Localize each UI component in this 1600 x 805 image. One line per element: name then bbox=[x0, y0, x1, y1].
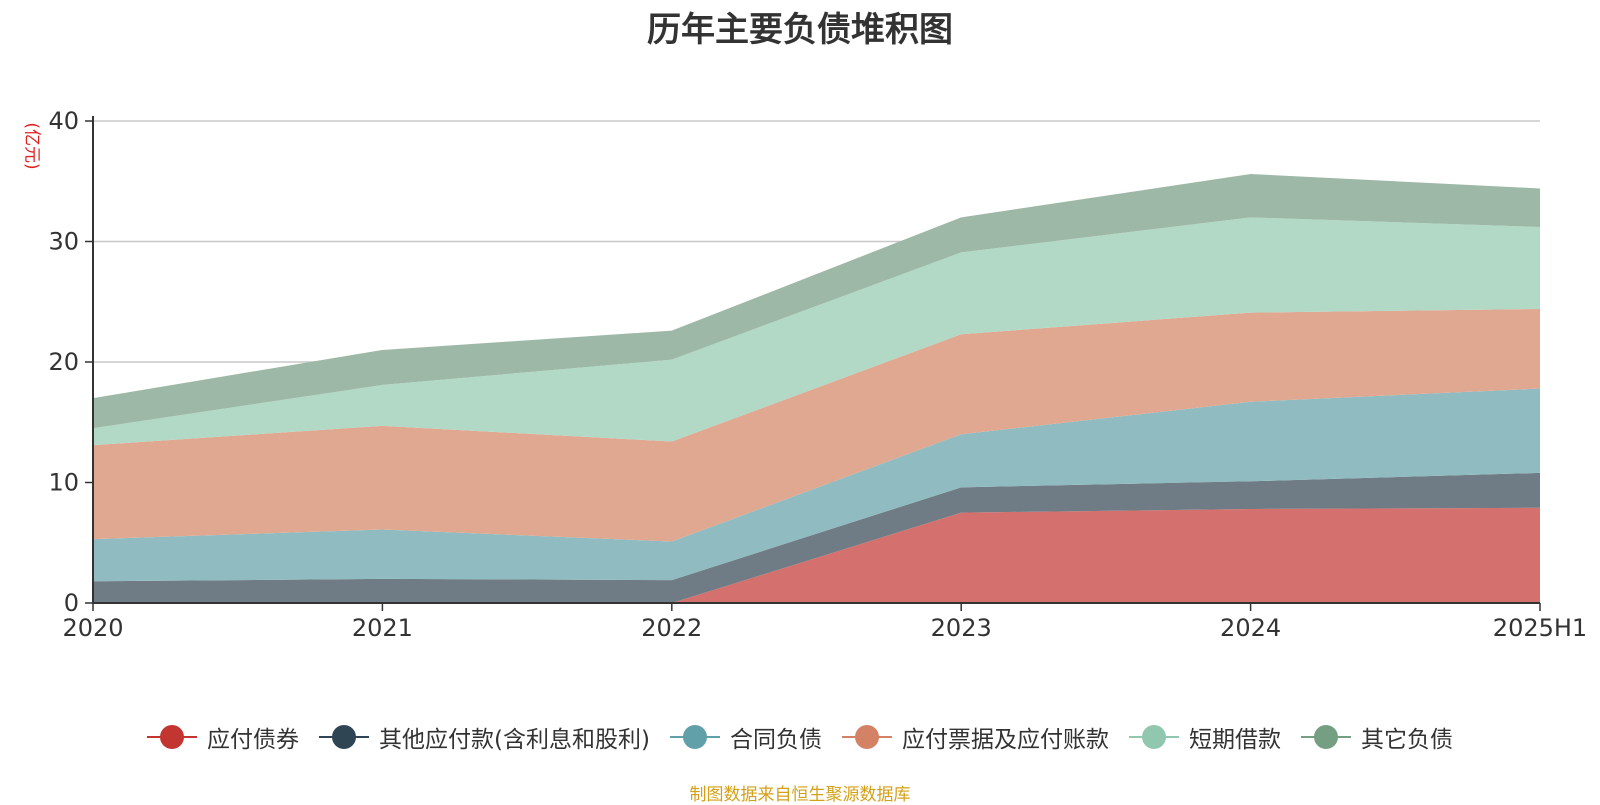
legend-item[interactable]: 合同负债 bbox=[669, 720, 822, 754]
legend-marker-icon bbox=[841, 725, 892, 749]
x-tick-label: 2024 bbox=[1220, 614, 1281, 642]
area-series-2 bbox=[93, 388, 1540, 582]
y-tick-label: 20 bbox=[48, 348, 79, 376]
legend-marker-dot bbox=[160, 725, 185, 749]
legend-item[interactable]: 短期借款 bbox=[1128, 720, 1281, 754]
legend-label: 短期借款 bbox=[1188, 727, 1281, 753]
y-tick-label: 30 bbox=[48, 228, 79, 256]
legend-marker-dot bbox=[1313, 725, 1338, 749]
legend-marker-dot bbox=[854, 725, 879, 749]
legend-marker-icon bbox=[669, 725, 720, 749]
legend-marker-icon bbox=[319, 725, 370, 749]
legend-label: 应付债券 bbox=[207, 727, 300, 753]
legend-marker-icon bbox=[1300, 725, 1351, 749]
x-tick-label: 2021 bbox=[352, 614, 413, 642]
x-tick-label: 2023 bbox=[931, 614, 992, 642]
legend-label: 应付票据及应付账款 bbox=[901, 727, 1109, 753]
area-series-1 bbox=[93, 472, 1540, 603]
legend-item[interactable]: 其他应付款(含利息和股利) bbox=[319, 720, 650, 754]
legend-item[interactable]: 应付票据及应付账款 bbox=[841, 720, 1109, 754]
legend-marker-dot bbox=[682, 725, 707, 749]
area-series-3 bbox=[93, 308, 1540, 542]
area-series-0 bbox=[93, 507, 1540, 603]
legend-label: 其他应付款(含利息和股利) bbox=[379, 727, 650, 753]
chart-legend: 应付债券 其他应付款(含利息和股利) 合同负债 应付票据及应付账款 短期借款 其它负债 bbox=[0, 720, 1600, 754]
legend-marker-icon bbox=[147, 725, 198, 749]
legend-marker-dot bbox=[1141, 725, 1166, 749]
x-tick-label: 2025H1 bbox=[1493, 614, 1587, 642]
chart-title: 历年主要负债堆积图 bbox=[647, 10, 953, 50]
legend-marker-icon bbox=[1128, 725, 1179, 749]
x-tick-label: 2020 bbox=[62, 614, 123, 642]
area-series-5 bbox=[93, 174, 1540, 429]
area-series-4 bbox=[93, 217, 1540, 446]
legend-item[interactable]: 应付债券 bbox=[147, 720, 299, 754]
source-note: 制图数据来自恒生聚源数据库 bbox=[689, 785, 911, 805]
legend-marker-dot bbox=[332, 725, 357, 749]
x-tick-label: 2022 bbox=[641, 614, 702, 642]
legend-item[interactable]: 其它负债 bbox=[1300, 720, 1453, 754]
y-tick-label: 40 bbox=[48, 107, 79, 135]
legend-label: 合同负债 bbox=[729, 727, 822, 753]
y-tick-label: 0 bbox=[64, 589, 79, 617]
y-tick-label: 10 bbox=[48, 469, 79, 497]
legend-label: 其它负债 bbox=[1360, 727, 1453, 753]
